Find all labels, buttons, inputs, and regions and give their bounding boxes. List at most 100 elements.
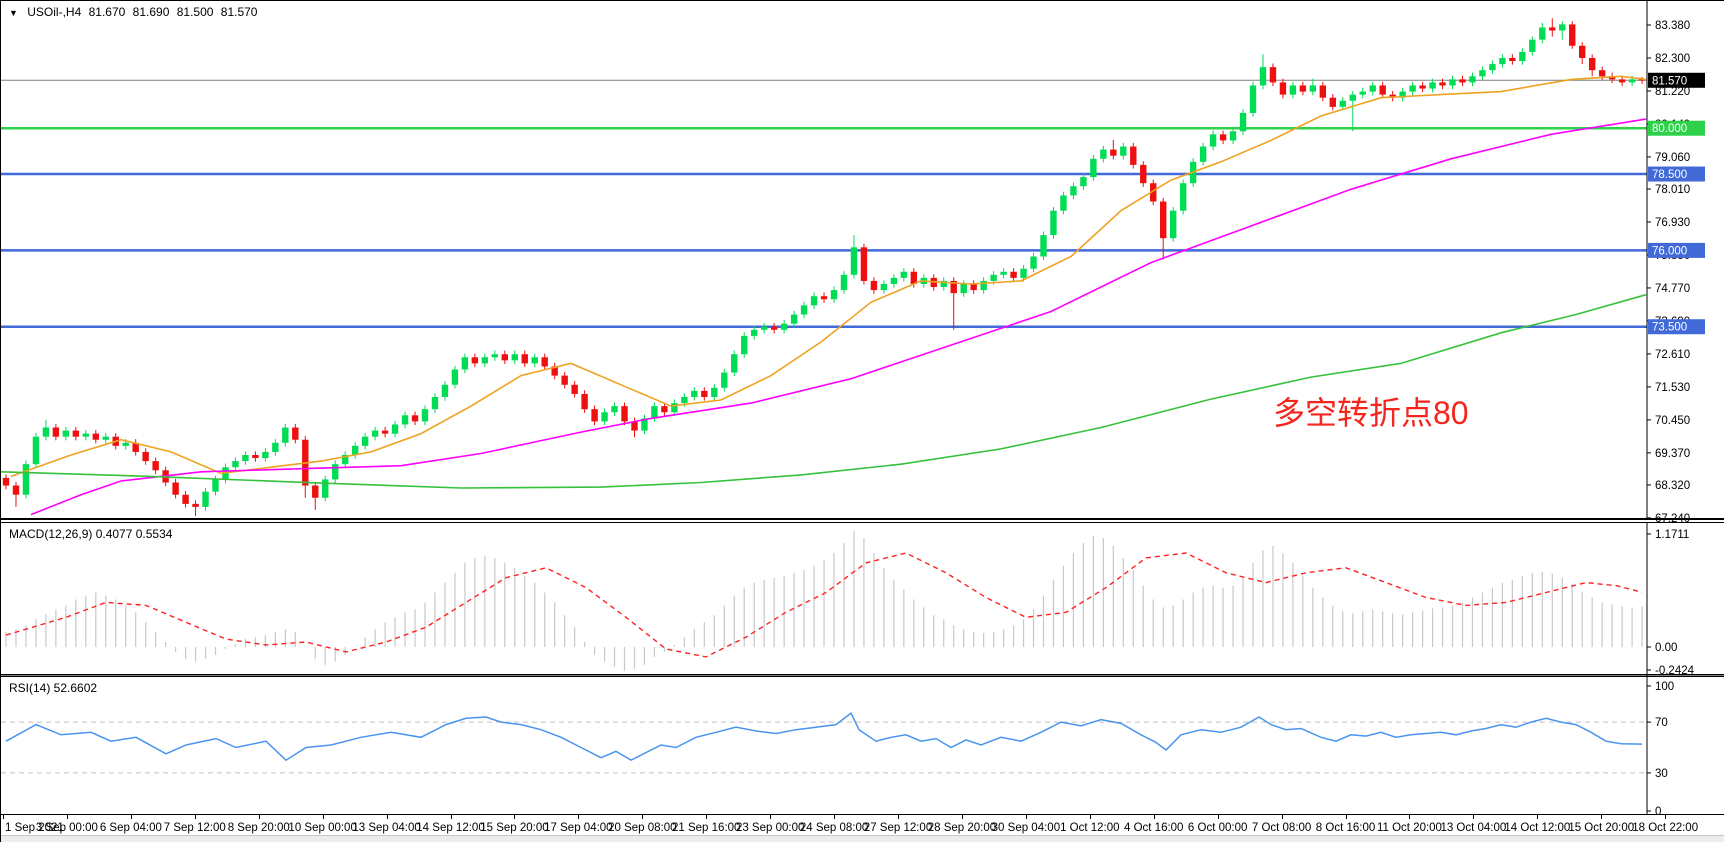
time-tick bbox=[834, 815, 836, 819]
time-label: 7 Sep 12:00 bbox=[163, 822, 226, 834]
rsi-indicator-panel[interactable]: 100 70 30 0 bbox=[1, 676, 1724, 814]
rsi-indicator-label: RSI(14) 52.6602 bbox=[9, 681, 98, 695]
svg-text:73.500: 73.500 bbox=[1652, 322, 1687, 334]
svg-text:83.380: 83.380 bbox=[1655, 20, 1690, 32]
svg-text:68.320: 68.320 bbox=[1655, 480, 1690, 492]
time-label: 14 Oct 12:00 bbox=[1504, 822, 1571, 834]
quote-close: 81.570 bbox=[220, 5, 258, 19]
svg-text:81.220: 81.220 bbox=[1655, 86, 1690, 98]
support-resistance-lines[interactable] bbox=[1, 79, 1647, 328]
time-label: 7 Oct 08:00 bbox=[1251, 822, 1312, 834]
time-tick bbox=[770, 815, 772, 819]
chart-annotation-text: 多空转折点80 bbox=[1273, 395, 1469, 431]
symbol-timeframe-label: USOil-,H4 bbox=[27, 5, 82, 19]
time-label: 13 Oct 04:00 bbox=[1440, 822, 1507, 834]
macd-indicator-panel[interactable]: 1.1711 0.00 -0.2424 bbox=[1, 522, 1724, 676]
time-tick bbox=[3, 815, 4, 819]
macd-signal-line bbox=[5, 552, 1643, 658]
svg-text:-0.2424: -0.2424 bbox=[1655, 665, 1695, 676]
svg-text:70.450: 70.450 bbox=[1655, 415, 1690, 427]
macd-indicator-label: MACD(12,26,9) 0.4077 0.5534 bbox=[9, 527, 173, 541]
svg-text:71.530: 71.530 bbox=[1655, 382, 1690, 394]
time-label: 1 Oct 12:00 bbox=[1060, 822, 1120, 834]
quote-open: 81.670 bbox=[88, 5, 126, 19]
time-label: 3 Sep 00:00 bbox=[35, 822, 98, 834]
rsi-axis[interactable]: 100 70 30 0 bbox=[1, 676, 1724, 814]
svg-text:76.930: 76.930 bbox=[1655, 217, 1690, 229]
svg-text:79.060: 79.060 bbox=[1655, 152, 1690, 164]
time-label: 20 Sep 08:00 bbox=[608, 822, 677, 834]
svg-text:72.610: 72.610 bbox=[1655, 349, 1690, 361]
time-tick bbox=[514, 815, 516, 819]
time-tick bbox=[1345, 815, 1347, 819]
svg-text:67.240: 67.240 bbox=[1655, 513, 1690, 522]
time-label: 10 Sep 00:00 bbox=[288, 822, 357, 834]
svg-text:0.00: 0.00 bbox=[1655, 642, 1677, 654]
svg-text:76.000: 76.000 bbox=[1652, 245, 1687, 257]
time-tick bbox=[1537, 815, 1539, 819]
moving-average-lines bbox=[1, 75, 1647, 516]
time-tick bbox=[130, 815, 132, 819]
time-label: 1 Sep 2021 bbox=[5, 822, 64, 834]
quote-low: 81.500 bbox=[176, 5, 214, 19]
time-label: 18 Oct 22:00 bbox=[1632, 822, 1699, 834]
time-label: 17 Sep 04:00 bbox=[544, 822, 613, 834]
panel-border bbox=[1, 1, 1724, 520]
rsi-line bbox=[5, 712, 1643, 762]
time-label: 24 Sep 08:00 bbox=[799, 822, 869, 834]
time-tick bbox=[1281, 815, 1283, 819]
rsi-level-lines bbox=[1, 721, 1647, 774]
time-label: 4 Oct 16:00 bbox=[1124, 822, 1184, 834]
svg-text:81.570: 81.570 bbox=[1652, 75, 1687, 87]
time-label: 27 Sep 12:00 bbox=[863, 822, 933, 834]
time-tick bbox=[258, 815, 260, 819]
time-tick bbox=[961, 815, 963, 819]
svg-text:30: 30 bbox=[1655, 768, 1668, 780]
time-label: 30 Sep 04:00 bbox=[991, 822, 1061, 834]
time-label: 6 Sep 04:00 bbox=[99, 822, 162, 834]
time-label: 28 Sep 20:00 bbox=[927, 822, 997, 834]
svg-text:0: 0 bbox=[1655, 806, 1661, 814]
macd-histogram bbox=[5, 531, 1643, 671]
time-tick bbox=[1473, 815, 1475, 819]
quote-high: 81.690 bbox=[132, 5, 170, 19]
time-tick bbox=[194, 815, 196, 819]
time-tick bbox=[1025, 815, 1027, 819]
time-label: 6 Oct 00:00 bbox=[1187, 822, 1248, 834]
time-label: 23 Sep 00:00 bbox=[735, 822, 805, 834]
svg-text:80.000: 80.000 bbox=[1652, 123, 1687, 135]
time-label: 14 Sep 12:00 bbox=[416, 822, 485, 834]
svg-text:70: 70 bbox=[1655, 717, 1668, 729]
time-tick bbox=[66, 815, 68, 819]
svg-text:1.1711: 1.1711 bbox=[1655, 529, 1689, 541]
time-label: 21 Sep 16:00 bbox=[672, 822, 741, 834]
window-bottom-strip bbox=[1, 835, 1724, 842]
time-label: 15 Oct 20:00 bbox=[1568, 822, 1635, 834]
time-label: 15 Sep 20:00 bbox=[480, 822, 549, 834]
time-tick bbox=[322, 815, 324, 819]
time-tick bbox=[1217, 815, 1219, 819]
time-tick bbox=[450, 815, 452, 819]
macd-axis[interactable]: 1.1711 0.00 -0.2424 bbox=[1, 522, 1724, 676]
price-chart-panel[interactable]: 83.38082.30081.22080.14079.06078.01076.9… bbox=[1, 1, 1724, 522]
candlesticks bbox=[2, 18, 1646, 517]
svg-text:82.300: 82.300 bbox=[1655, 53, 1690, 65]
svg-text:78.010: 78.010 bbox=[1655, 184, 1690, 196]
time-tick bbox=[1089, 815, 1091, 819]
time-tick bbox=[642, 815, 644, 819]
time-tick bbox=[386, 815, 388, 819]
time-tick bbox=[706, 815, 708, 819]
time-tick bbox=[1409, 815, 1411, 819]
chart-title-row: ▼ USOil-,H4 81.670 81.690 81.500 81.570 bbox=[9, 5, 261, 19]
svg-text:78.500: 78.500 bbox=[1652, 169, 1687, 181]
time-label: 11 Oct 20:00 bbox=[1376, 822, 1442, 834]
svg-text:74.770: 74.770 bbox=[1655, 283, 1690, 295]
svg-text:69.370: 69.370 bbox=[1655, 448, 1690, 460]
time-tick bbox=[898, 815, 900, 819]
symbol-dropdown-icon[interactable]: ▼ bbox=[9, 8, 18, 18]
time-label: 13 Sep 04:00 bbox=[352, 822, 421, 834]
price-axis[interactable]: 83.38082.30081.22080.14079.06078.01076.9… bbox=[1647, 20, 1705, 522]
time-label: 8 Sep 20:00 bbox=[227, 822, 290, 834]
time-tick bbox=[1665, 815, 1667, 819]
